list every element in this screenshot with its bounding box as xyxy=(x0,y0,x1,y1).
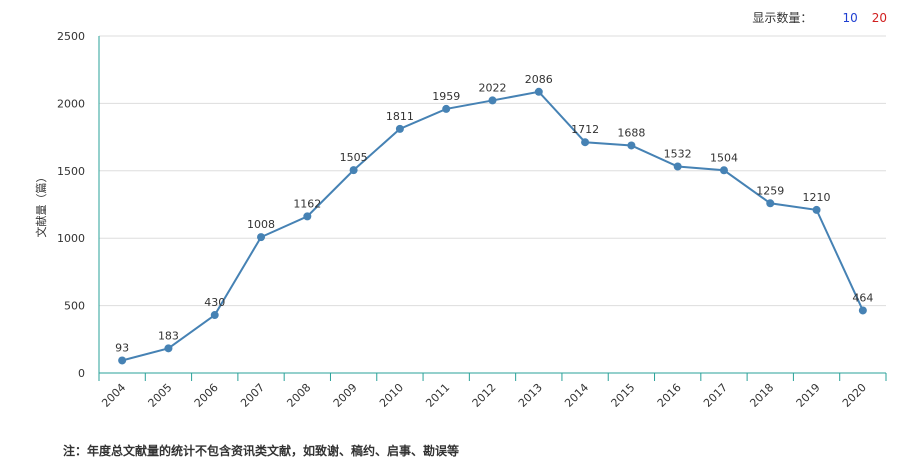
x-tick-label: 2018 xyxy=(747,381,776,410)
data-point xyxy=(210,311,219,320)
data-label: 1162 xyxy=(293,197,321,210)
display-count-label: 显示数量： xyxy=(752,11,813,25)
y-tick-label: 2500 xyxy=(57,30,85,43)
y-tick-label: 2000 xyxy=(57,97,85,110)
data-label: 2086 xyxy=(525,73,553,86)
data-label: 93 xyxy=(115,341,129,354)
data-point xyxy=(766,199,775,208)
data-label: 1504 xyxy=(710,151,738,164)
data-label: 1712 xyxy=(571,123,599,136)
x-tick-label: 2011 xyxy=(423,381,452,410)
x-tick-label: 2017 xyxy=(701,381,730,410)
count-option-10[interactable]: 10 xyxy=(842,10,858,25)
y-tick-label: 500 xyxy=(64,300,85,313)
x-tick-label: 2009 xyxy=(331,381,360,410)
x-tick-label: 2006 xyxy=(192,381,221,410)
x-tick-label: 2007 xyxy=(238,381,267,410)
data-label: 1505 xyxy=(340,151,368,164)
data-point xyxy=(442,104,451,113)
line-chart: 0 500 1000 1500 2000 2500 2004 2005 2006 2007 2008… xyxy=(34,30,887,410)
data-point xyxy=(303,212,312,221)
data-label: 183 xyxy=(158,329,179,342)
data-point xyxy=(118,356,127,365)
data-label: 2022 xyxy=(479,81,507,94)
y-tick-label: 1500 xyxy=(57,165,85,178)
data-point xyxy=(719,166,728,175)
data-label: 464 xyxy=(852,291,873,304)
data-point xyxy=(395,124,404,133)
x-tick-label: 2008 xyxy=(284,381,313,410)
footnote: 注：年度总文献量的统计不包含资讯类文献，如致谢、稿约、启事、勘误等 xyxy=(63,444,460,458)
data-point xyxy=(349,166,358,175)
x-tick-label: 2010 xyxy=(377,381,406,410)
x-tick-label: 2012 xyxy=(470,381,499,410)
x-tick-label: 2013 xyxy=(516,381,545,410)
data-label: 1210 xyxy=(803,191,831,204)
data-point xyxy=(534,87,543,96)
x-tick-label: 2019 xyxy=(794,381,823,410)
count-option-20[interactable]: 20 xyxy=(871,10,887,25)
data-point xyxy=(673,162,682,171)
display-count-selector: 显示数量： 10 20 xyxy=(752,9,887,26)
x-tick-label: 2016 xyxy=(655,381,684,410)
data-point xyxy=(627,141,636,150)
x-tick-label: 2014 xyxy=(562,381,591,410)
data-point xyxy=(164,344,173,353)
y-axis-title: 文献量（篇） xyxy=(34,172,48,238)
data-label: 1811 xyxy=(386,110,414,123)
data-point xyxy=(581,138,590,147)
data-point xyxy=(257,233,266,242)
x-tick-label: 2015 xyxy=(609,381,638,410)
x-tick-label: 2020 xyxy=(840,381,869,410)
x-tick-label: 2004 xyxy=(99,381,128,410)
data-label: 1259 xyxy=(756,184,784,197)
data-label: 430 xyxy=(204,296,225,309)
y-tick-label: 1000 xyxy=(57,232,85,245)
data-label: 1688 xyxy=(617,126,645,139)
data-label: 1008 xyxy=(247,218,275,231)
data-point xyxy=(488,96,497,105)
y-tick-label: 0 xyxy=(78,367,85,380)
x-tick-label: 2005 xyxy=(146,381,175,410)
series-line xyxy=(121,90,864,362)
data-label: 1532 xyxy=(664,147,692,160)
data-point xyxy=(812,205,821,214)
data-label: 1959 xyxy=(432,90,460,103)
data-point xyxy=(858,306,867,315)
